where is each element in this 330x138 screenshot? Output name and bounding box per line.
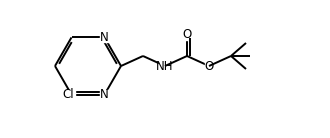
Text: N: N: [100, 31, 109, 44]
Bar: [205, 62, 214, 71]
Text: N: N: [100, 88, 109, 101]
Text: NH: NH: [156, 59, 174, 72]
Bar: [100, 33, 109, 42]
Text: O: O: [182, 29, 192, 42]
Bar: [182, 30, 191, 39]
Bar: [159, 61, 171, 71]
Bar: [61, 90, 76, 99]
Text: O: O: [204, 59, 214, 72]
Bar: [100, 90, 109, 99]
Text: Cl: Cl: [63, 88, 74, 101]
